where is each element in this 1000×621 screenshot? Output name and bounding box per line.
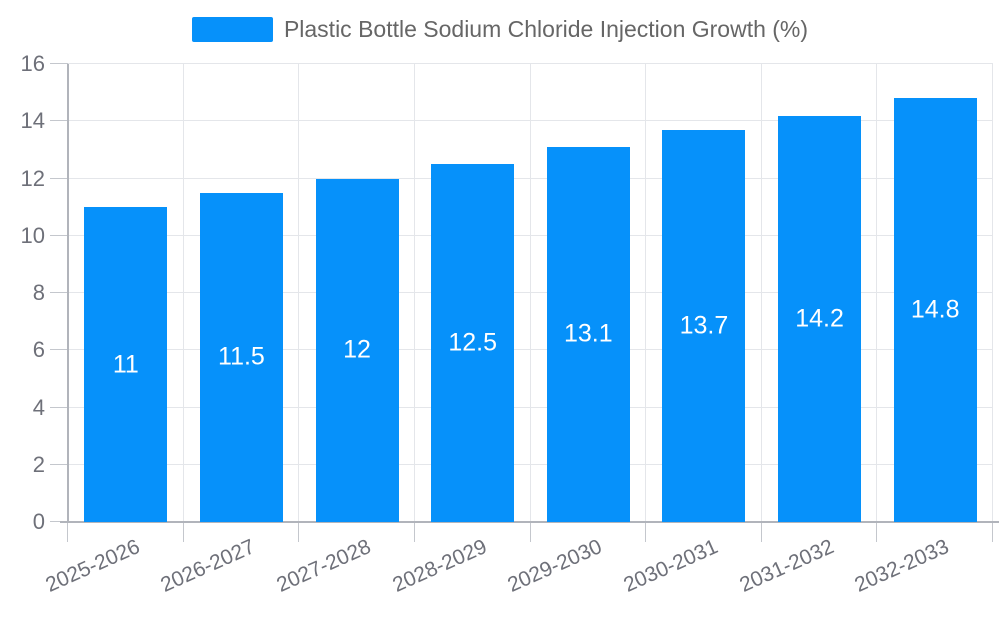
- legend-swatch-icon: [191, 16, 273, 42]
- legend-label: Plastic Bottle Sodium Chloride Injection…: [283, 16, 809, 42]
- grid-line-vertical: [876, 64, 878, 522]
- bar[interactable]: 11: [84, 207, 168, 522]
- x-axis-tick: [413, 522, 415, 542]
- grid-line-vertical: [413, 64, 415, 522]
- bar-value-label: 14.2: [795, 304, 844, 333]
- y-axis-tick: [50, 521, 68, 522]
- x-axis-tick: [992, 522, 993, 542]
- bar-value-label: 11: [112, 350, 139, 379]
- x-axis-tick: [529, 522, 531, 542]
- grid-line-vertical: [298, 64, 300, 522]
- grid-line-vertical: [529, 64, 531, 522]
- x-axis-tick: [67, 522, 68, 542]
- y-axis-tick: [50, 349, 68, 351]
- x-axis-tick: [760, 522, 762, 542]
- bar-chart: Plastic Bottle Sodium Chloride Injection…: [0, 16, 1000, 597]
- grid-line-vertical: [182, 64, 184, 522]
- y-axis-tick: [50, 234, 68, 236]
- y-axis-tick: [50, 177, 68, 179]
- grid-line-horizontal: [68, 63, 993, 64]
- bar-value-label: 14.8: [910, 295, 960, 324]
- bar[interactable]: 12.5: [431, 164, 515, 522]
- x-axis-tick: [298, 522, 300, 542]
- y-tick-label: 10: [20, 222, 45, 248]
- grid-line-horizontal: [68, 292, 993, 293]
- y-axis-tick: [50, 120, 68, 122]
- grid-line-vertical: [645, 64, 647, 522]
- y-tick-label: 8: [32, 280, 45, 305]
- x-axis-tick: [182, 522, 184, 542]
- bar-value-label: 12.5: [448, 328, 498, 357]
- grid-line-vertical: [760, 64, 762, 522]
- y-axis-line: [67, 64, 69, 522]
- y-tick-label: 12: [20, 165, 45, 191]
- x-axis-tick: [876, 522, 878, 542]
- y-tick-label: 16: [20, 51, 45, 76]
- bar[interactable]: 11.5: [199, 192, 283, 522]
- legend-item[interactable]: Plastic Bottle Sodium Chloride Injection…: [191, 16, 809, 42]
- bar-value-label: 11.5: [218, 342, 265, 371]
- bar[interactable]: 12: [315, 178, 399, 522]
- bar-value-label: 12: [343, 335, 371, 364]
- bar[interactable]: 13.1: [546, 147, 630, 522]
- bar-value-label: 13.1: [563, 319, 613, 348]
- y-axis-tick: [50, 63, 68, 64]
- grid-line-horizontal: [68, 234, 993, 236]
- grid-line-horizontal: [68, 177, 993, 179]
- bar[interactable]: 13.7: [662, 129, 746, 522]
- x-axis-line: [60, 521, 999, 523]
- grid-line-horizontal: [68, 406, 993, 408]
- y-tick-label: 0: [32, 509, 45, 534]
- bar[interactable]: 14.2: [778, 115, 862, 522]
- grid-line-horizontal: [68, 349, 993, 351]
- y-axis-tick: [50, 463, 68, 465]
- bar[interactable]: 14.8: [893, 98, 977, 522]
- bar-value-label: 13.7: [679, 311, 729, 340]
- legend: Plastic Bottle Sodium Chloride Injection…: [0, 16, 1000, 42]
- grid-line-horizontal: [68, 120, 993, 122]
- y-tick-label: 14: [20, 108, 45, 134]
- y-tick-label: 6: [32, 337, 45, 363]
- y-axis-tick: [50, 406, 68, 408]
- grid-line-horizontal: [68, 463, 993, 465]
- y-tick-label: 4: [32, 394, 45, 420]
- grid-line-vertical: [992, 64, 993, 522]
- x-axis-tick: [645, 522, 647, 542]
- y-axis-tick: [50, 292, 68, 293]
- y-tick-label: 2: [32, 451, 45, 477]
